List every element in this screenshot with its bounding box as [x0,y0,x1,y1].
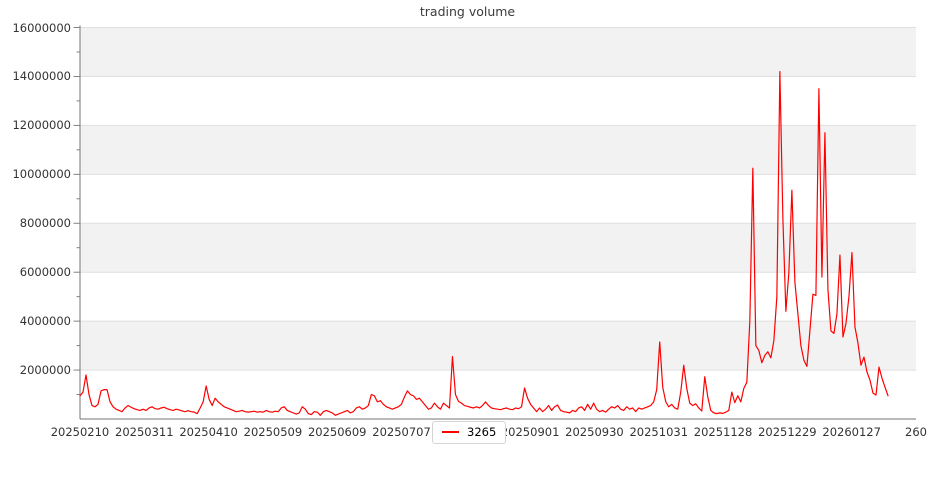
x-tick-label: 20250509 [243,425,303,439]
x-tick-label: 20251031 [629,425,689,439]
x-tick-label: 20250410 [179,425,238,439]
x-tick-label: 260 [905,425,927,439]
x-tick-label: 20250901 [500,425,560,439]
chart-title: trading volume [419,4,516,19]
y-tick-label: 6000000 [19,265,71,280]
x-tick-label: 20250609 [307,425,367,439]
plot-background-band [80,321,916,371]
x-tick-label: 20250707 [372,425,431,439]
x-tick-label: 20250210 [50,425,110,439]
x-tick-label: 20260127 [822,425,881,439]
y-tick-label: 12000000 [12,118,71,133]
plot-background-band [80,27,916,77]
y-tick-label: 16000000 [12,20,71,35]
volume-line-series [79,70,889,416]
legend-line-swatch [442,431,459,433]
legend-series-label: 3265 [467,425,497,439]
y-tick-label: 14000000 [12,69,71,84]
x-tick-label: 20250311 [115,425,174,439]
x-tick-label: 20251229 [758,425,817,439]
y-tick-label: 4000000 [19,314,71,329]
legend: 3265 [432,421,507,444]
x-tick-label: 20251128 [693,425,753,439]
y-tick-label: 8000000 [19,216,71,231]
y-tick-label: 10000000 [12,167,71,182]
y-tick-label: 2000000 [19,363,71,378]
x-tick-label: 20250930 [565,425,624,439]
plot-background-band [80,125,916,175]
plot-background-band [80,223,916,273]
